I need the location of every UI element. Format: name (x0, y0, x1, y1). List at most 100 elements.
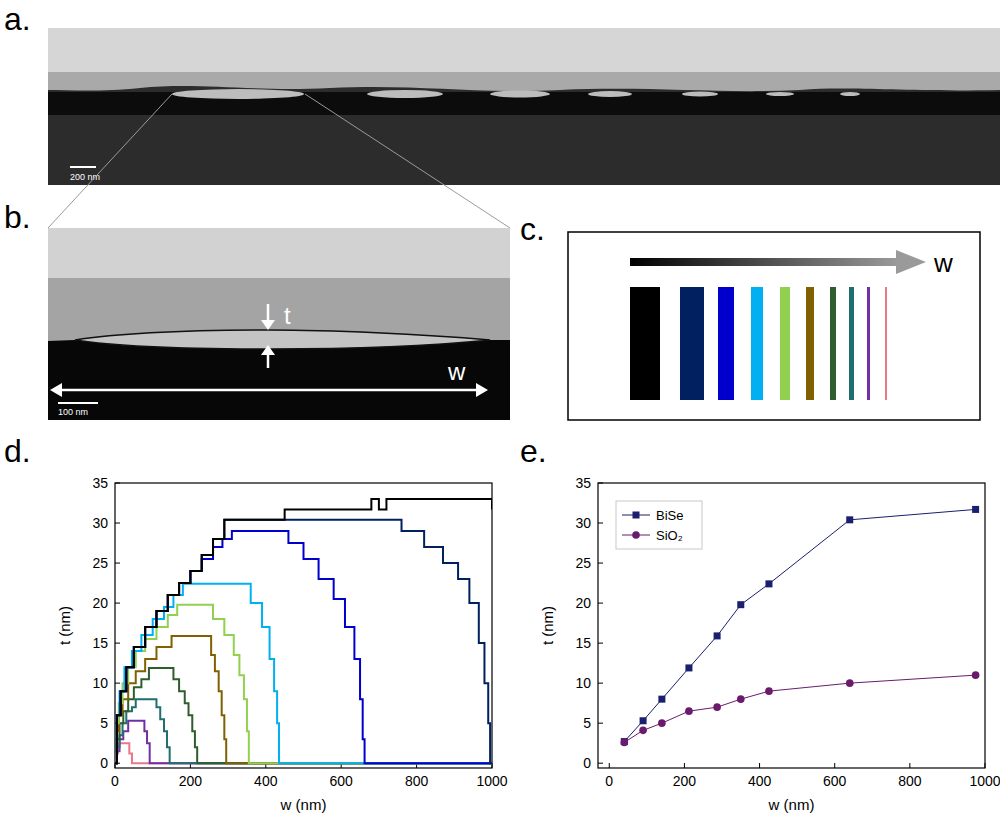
y-axis-title: t (nm) (539, 606, 556, 645)
w-arrow-head (476, 383, 488, 397)
panel-letter: a. (4, 1, 31, 37)
y-tick-label: 30 (92, 515, 108, 531)
series-line (115, 721, 492, 763)
panel-letter: c. (520, 211, 545, 247)
key-swatch (885, 287, 887, 400)
chart: 0200400600800100005101520253035w (nm)t (… (56, 475, 508, 813)
pocket (766, 92, 794, 96)
series-line (115, 699, 492, 763)
legend-marker (632, 531, 640, 539)
x-tick-label: 1000 (969, 773, 1000, 789)
x-tick (609, 763, 610, 768)
t-arrow (267, 353, 270, 368)
scale-bar (70, 166, 96, 168)
series-line (115, 743, 492, 763)
t-arrow (267, 304, 270, 322)
y-tick (115, 563, 120, 564)
marker (713, 703, 721, 711)
key-frame (568, 232, 980, 420)
y-tick (598, 723, 603, 724)
substrate (48, 28, 1000, 185)
plot-frame (115, 483, 492, 768)
y-tick (115, 483, 120, 484)
w-arrow (630, 258, 898, 266)
x-tick-label: 1000 (476, 773, 507, 789)
pocket (490, 91, 550, 98)
x-tick (759, 763, 760, 768)
y-tick (598, 643, 603, 644)
micrograph-a: 200 nm (48, 28, 1000, 185)
y-tick-label: 0 (100, 755, 108, 771)
w-arrow-head (896, 250, 926, 274)
key-swatch (830, 287, 836, 400)
cap-layer (48, 228, 510, 278)
marker (685, 707, 693, 715)
series-line (115, 584, 492, 763)
x-tick-label: 400 (748, 773, 772, 789)
cap-layer (48, 28, 1000, 72)
figure: a.b.c.d.e.200 nmtw100 nmw020040060080010… (0, 0, 1000, 825)
series-line (115, 520, 492, 763)
y-tick (598, 523, 603, 524)
x-tick-label: 200 (179, 773, 203, 789)
y-tick (115, 683, 120, 684)
marker (972, 671, 980, 679)
substrate (48, 228, 510, 420)
marker (639, 727, 647, 735)
t-label: t (284, 302, 291, 329)
marker (846, 679, 854, 687)
y-tick-label: 10 (92, 675, 108, 691)
y-tick-label: 15 (575, 635, 591, 651)
x-tick-label: 800 (405, 773, 429, 789)
legend-marker (633, 512, 640, 519)
legend-label: BiSe (656, 508, 683, 523)
chart: 0200400600800100005101520253035w (nm)t (… (539, 475, 1000, 813)
series-line (115, 636, 492, 763)
marker (846, 516, 853, 523)
y-tick-label: 10 (575, 675, 591, 691)
legend: BiSe SiO₂ (616, 501, 702, 549)
x-axis-title: w (nm) (280, 796, 327, 813)
w-arrow-head (50, 383, 62, 397)
y-tick (598, 763, 603, 764)
marker (714, 632, 721, 639)
x-tick-label: 400 (254, 773, 278, 789)
y-tick (115, 603, 120, 604)
w-label: w (447, 358, 466, 385)
y-tick-label: 35 (92, 475, 108, 491)
legend-label: SiO₂ (656, 528, 683, 543)
y-tick (115, 643, 120, 644)
x-tick-label: 800 (898, 773, 922, 789)
zoom-line (48, 94, 172, 228)
x-tick (909, 763, 910, 768)
series-line (115, 499, 492, 763)
key-swatch (630, 287, 660, 400)
y-tick-label: 5 (100, 715, 108, 731)
y-tick-label: 20 (575, 595, 591, 611)
micrograph-b: tw100 nm (48, 228, 510, 420)
y-tick-label: 15 (92, 635, 108, 651)
x-tick-label: 600 (330, 773, 354, 789)
panel-letter: d. (4, 433, 31, 469)
y-axis-title: t (nm) (56, 606, 73, 645)
t-arrow-head (261, 345, 275, 355)
x-tick (684, 763, 685, 768)
marker (737, 695, 745, 703)
y-tick-label: 30 (575, 515, 591, 531)
key-swatch (780, 287, 790, 400)
marker (658, 696, 665, 703)
pocket (172, 89, 304, 99)
key-swatch (849, 287, 854, 400)
y-tick-label: 0 (583, 755, 591, 771)
t-arrow-head (261, 320, 275, 330)
key-swatch (867, 287, 870, 400)
y-tick (115, 523, 120, 524)
x-axis-title: w (nm) (768, 796, 815, 813)
marker (737, 601, 744, 608)
legend-frame (616, 501, 702, 549)
y-tick-label: 25 (92, 555, 108, 571)
panel-letter: b. (4, 199, 31, 235)
y-tick-label: 25 (575, 555, 591, 571)
key-swatch (806, 287, 814, 400)
y-tick (598, 683, 603, 684)
